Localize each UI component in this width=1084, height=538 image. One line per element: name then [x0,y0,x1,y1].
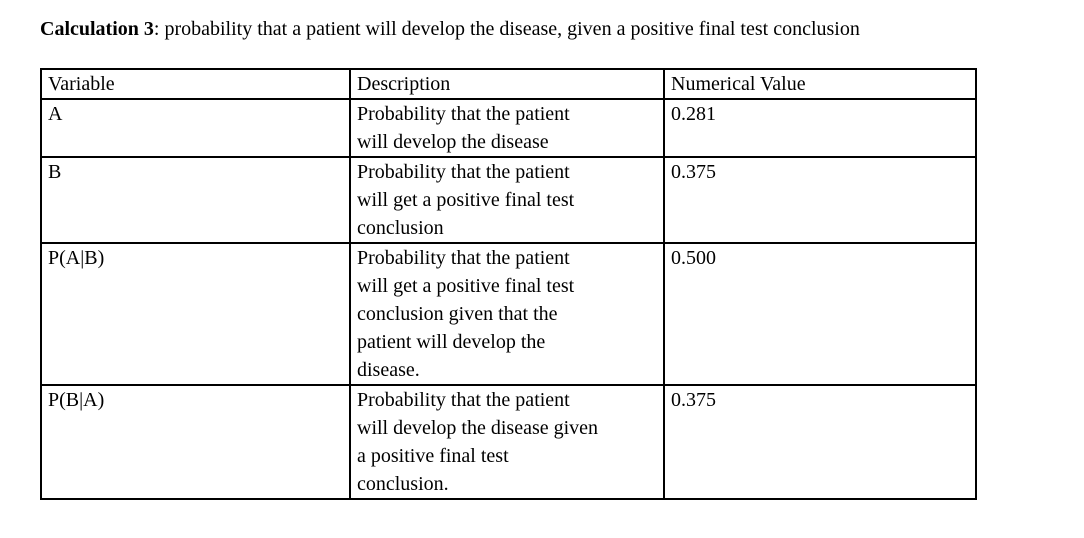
title-label: Calculation 3 [40,18,154,40]
table-header-row: Variable Description Numerical Value [40,68,977,100]
column-header-variable: Variable [40,68,351,100]
variable-cell: A [40,98,351,158]
description-cell: Probability that the patient will develo… [349,384,665,500]
value-cell: 0.281 [663,98,977,158]
column-header-numerical-value: Numerical Value [663,68,977,100]
calculation-table: Variable Description Numerical Value A P… [40,68,977,500]
variable-cell: B [40,156,351,244]
value-cell: 0.500 [663,242,977,386]
table-row: P(B|A) Probability that the patient will… [40,384,977,500]
description-cell: Probability that the patient will get a … [349,156,665,244]
table-row: B Probability that the patient will get … [40,156,977,244]
description-cell: Probability that the patient will get a … [349,242,665,386]
table-row: P(A|B) Probability that the patient will… [40,242,977,386]
table-row: A Probability that the patient will deve… [40,98,977,158]
description-cell: Probability that the patient will develo… [349,98,665,158]
value-cell: 0.375 [663,156,977,244]
document-content: Calculation 3: probability that a patien… [40,15,977,500]
variable-cell: P(B|A) [40,384,351,500]
title-text: : probability that a patient will develo… [153,18,860,40]
variable-cell: P(A|B) [40,242,351,386]
document-title: Calculation 3: probability that a patien… [40,15,950,43]
column-header-description: Description [349,68,665,100]
value-cell: 0.375 [663,384,977,500]
